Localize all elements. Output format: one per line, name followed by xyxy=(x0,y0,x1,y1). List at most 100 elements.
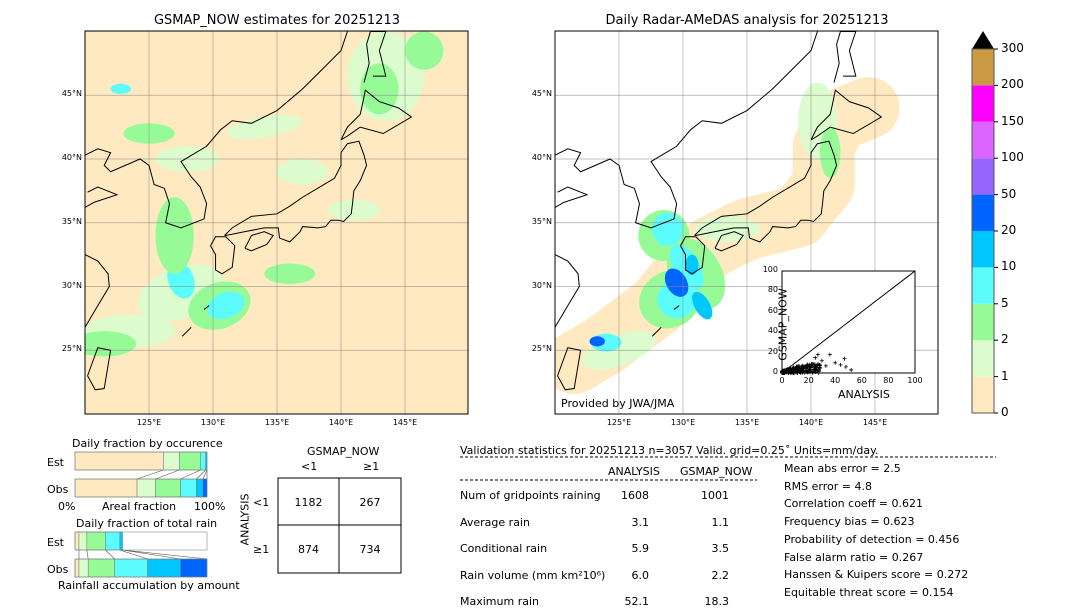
bar-frame xyxy=(74,558,208,578)
colorbar-label: 300 xyxy=(1001,41,1024,55)
lat-tick: 25°N xyxy=(531,344,552,354)
ct-row-ge1: ≥1 xyxy=(253,543,270,556)
occ-x-left: 0% xyxy=(58,500,76,513)
stats-row-analysis: 6.0 xyxy=(631,568,650,582)
lon-tick: 125°E xyxy=(136,418,162,427)
stacked-bar-segment xyxy=(147,558,181,578)
left-map-title: GSMAP_NOW estimates for 20251213 xyxy=(153,13,400,28)
rain-area xyxy=(405,31,444,70)
colorbar-segment xyxy=(972,376,994,413)
scatter-xtick: 80 xyxy=(883,376,894,385)
stacked-bar-segment xyxy=(74,451,164,471)
ct-col-lt1: <1 xyxy=(301,460,318,473)
lon-tick: 130°E xyxy=(200,418,226,427)
scatter-xtick: 40 xyxy=(830,376,841,385)
colorbar-segment xyxy=(972,267,994,304)
stats-row-label: Maximum rain xyxy=(460,595,539,608)
stacked-bar-segment xyxy=(179,451,201,471)
ct-cell: 1182 xyxy=(294,496,323,509)
stats-score: RMS error = 4.8 xyxy=(784,479,872,493)
lon-tick: 135°E xyxy=(264,418,290,427)
scatter-ytick: 0 xyxy=(772,367,778,376)
colorbar-label: 50 xyxy=(1001,186,1017,201)
occ-x-right: 100% xyxy=(194,500,226,513)
colorbar-label: 150 xyxy=(1001,113,1024,128)
scatter-point xyxy=(801,368,806,373)
scatter-point xyxy=(804,363,809,368)
map-frame xyxy=(554,30,939,415)
stacked-bar-segment xyxy=(180,478,197,498)
scatter-point xyxy=(819,358,824,363)
scatter-ytick: 60 xyxy=(767,305,778,315)
scatter-point xyxy=(815,352,820,357)
stats-header: Validation statistics for 20251213 n=305… xyxy=(460,444,879,457)
colorbar-label: 0 xyxy=(1001,405,1009,419)
scatter-ytick: 100 xyxy=(762,265,778,274)
scatter-ylabel: GSMAP_NOW xyxy=(776,288,790,361)
scatter-point xyxy=(802,370,807,375)
lon-tick: 135°E xyxy=(734,418,760,427)
scatter-point xyxy=(790,368,795,373)
scatter-point xyxy=(799,367,804,372)
scatter-point xyxy=(809,361,814,366)
scatter-point xyxy=(838,362,843,367)
scatter-point xyxy=(816,370,821,375)
scatter-ytick: 20 xyxy=(767,346,778,356)
coastline-taiwan xyxy=(557,347,582,391)
tr-xlabel: Rainfall accumulation by amount xyxy=(58,579,240,592)
tr-obs-label: Obs xyxy=(47,563,69,576)
rain-area xyxy=(664,268,689,297)
scatter-point xyxy=(810,370,815,375)
lat-tick: 30°N xyxy=(61,280,82,290)
colorbar-segment xyxy=(972,85,994,122)
stats-score: Mean abs error = 2.5 xyxy=(784,462,901,475)
stats-row-analysis: 1608 xyxy=(621,489,649,502)
totalrain-title: Daily fraction of total rain xyxy=(76,517,218,530)
coastline-china2 xyxy=(85,254,110,328)
rain-area xyxy=(277,159,329,185)
scatter-point xyxy=(808,364,813,369)
rain-area xyxy=(155,197,194,274)
stats-row-gsmap: 2.2 xyxy=(711,568,730,582)
scatter-diagonal xyxy=(781,270,916,374)
map-credit: Provided by JWA/JMA xyxy=(561,397,675,410)
stacked-bar-segment xyxy=(74,531,80,551)
ct-cell: 267 xyxy=(359,496,381,509)
scatter-point xyxy=(787,367,792,372)
stacked-bar-segment xyxy=(74,558,80,578)
scatter-ytick: 80 xyxy=(767,285,778,295)
stacked-bar-segment xyxy=(78,558,89,578)
lat-tick: 30°N xyxy=(531,280,552,290)
fraction-connector xyxy=(86,549,89,560)
stats-score: Equitable threat score = 0.154 xyxy=(784,585,954,599)
coastline-amami xyxy=(673,305,680,310)
stacked-bar-segment xyxy=(200,451,206,471)
scatter-point xyxy=(842,356,847,361)
scatter-point xyxy=(793,366,798,371)
fraction-connector xyxy=(105,549,115,560)
occ-xlabel: Areal fraction xyxy=(102,500,177,513)
rain-area xyxy=(110,83,132,94)
lat-tick: 40°N xyxy=(531,153,552,162)
stats-row-analysis: 3.1 xyxy=(631,515,650,529)
rain-area xyxy=(685,254,699,276)
lat-tick: 45°N xyxy=(61,89,82,99)
stacked-bar-segment xyxy=(163,451,180,471)
scatter-point xyxy=(795,365,800,370)
ct-row-lt1: <1 xyxy=(253,496,270,509)
colorbar-segment xyxy=(972,231,994,268)
stacked-bar-segment xyxy=(86,531,106,551)
stacked-bar-segment xyxy=(74,478,138,498)
scatter-point xyxy=(812,364,817,369)
lat-tick: 40°N xyxy=(61,153,82,162)
stacked-bar-segment xyxy=(202,478,208,498)
stacked-bar-segment xyxy=(180,558,208,578)
rain-area xyxy=(207,291,245,320)
fraction-connector xyxy=(122,549,208,560)
occurrence-title: Daily fraction by occurence xyxy=(72,437,223,450)
coastline-shikoku xyxy=(714,231,744,252)
stats-col-analysis: ANALYSIS xyxy=(608,465,660,478)
stats-row-analysis: 52.1 xyxy=(624,595,650,608)
scatter-xlabel: ANALYSIS xyxy=(838,388,890,401)
lon-tick: 125°E xyxy=(606,418,632,427)
